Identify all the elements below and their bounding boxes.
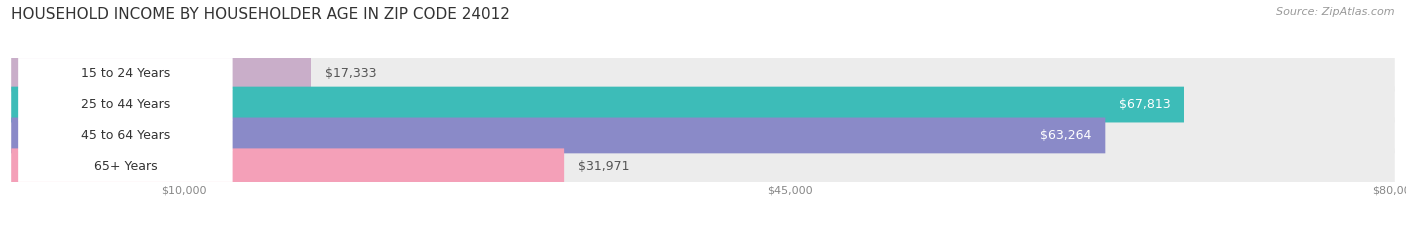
FancyBboxPatch shape [11,117,1105,153]
Text: $31,971: $31,971 [578,160,630,173]
FancyBboxPatch shape [18,151,232,182]
Text: HOUSEHOLD INCOME BY HOUSEHOLDER AGE IN ZIP CODE 24012: HOUSEHOLD INCOME BY HOUSEHOLDER AGE IN Z… [11,7,510,22]
FancyBboxPatch shape [11,87,1395,123]
Text: $67,813: $67,813 [1119,98,1170,111]
FancyBboxPatch shape [11,56,311,92]
Text: 25 to 44 Years: 25 to 44 Years [80,98,170,111]
FancyBboxPatch shape [11,148,1395,184]
Text: $17,333: $17,333 [325,67,377,80]
FancyBboxPatch shape [11,148,564,184]
FancyBboxPatch shape [11,87,1184,123]
Text: 45 to 64 Years: 45 to 64 Years [80,129,170,142]
Text: Source: ZipAtlas.com: Source: ZipAtlas.com [1277,7,1395,17]
FancyBboxPatch shape [11,117,1395,153]
FancyBboxPatch shape [18,58,232,89]
FancyBboxPatch shape [18,120,232,151]
Text: 15 to 24 Years: 15 to 24 Years [80,67,170,80]
FancyBboxPatch shape [18,89,232,120]
Text: 65+ Years: 65+ Years [94,160,157,173]
FancyBboxPatch shape [11,56,1395,92]
Text: $63,264: $63,264 [1040,129,1091,142]
